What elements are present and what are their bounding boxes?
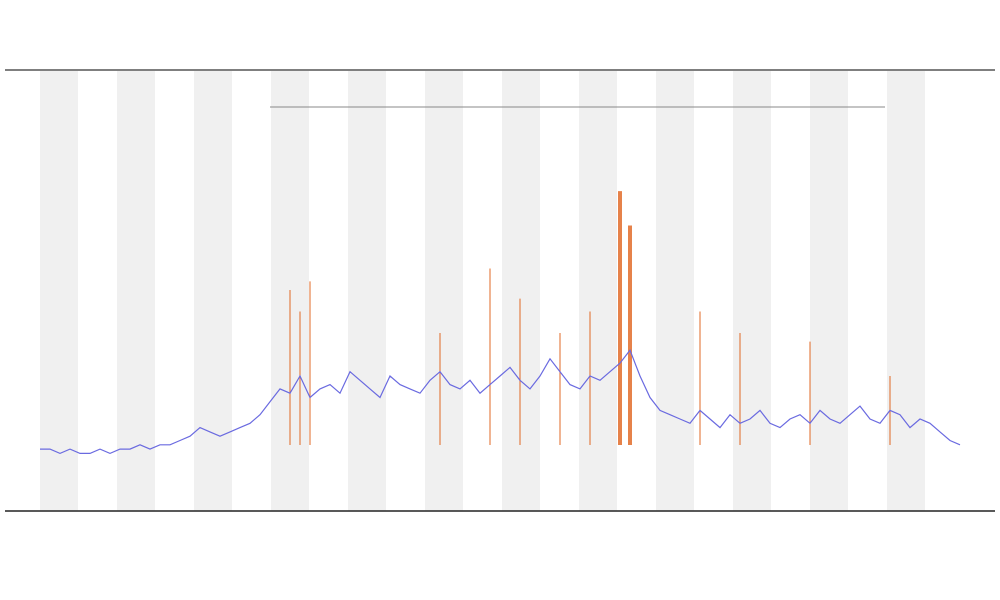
series-line — [40, 348, 961, 455]
band — [733, 71, 771, 511]
band — [656, 71, 694, 511]
band — [117, 71, 155, 511]
band — [810, 71, 848, 511]
band — [194, 71, 232, 511]
band — [348, 71, 386, 511]
band — [887, 71, 925, 511]
background-bands — [40, 71, 925, 511]
band — [579, 71, 617, 511]
band — [40, 71, 78, 511]
band — [502, 71, 540, 511]
band — [425, 71, 463, 511]
